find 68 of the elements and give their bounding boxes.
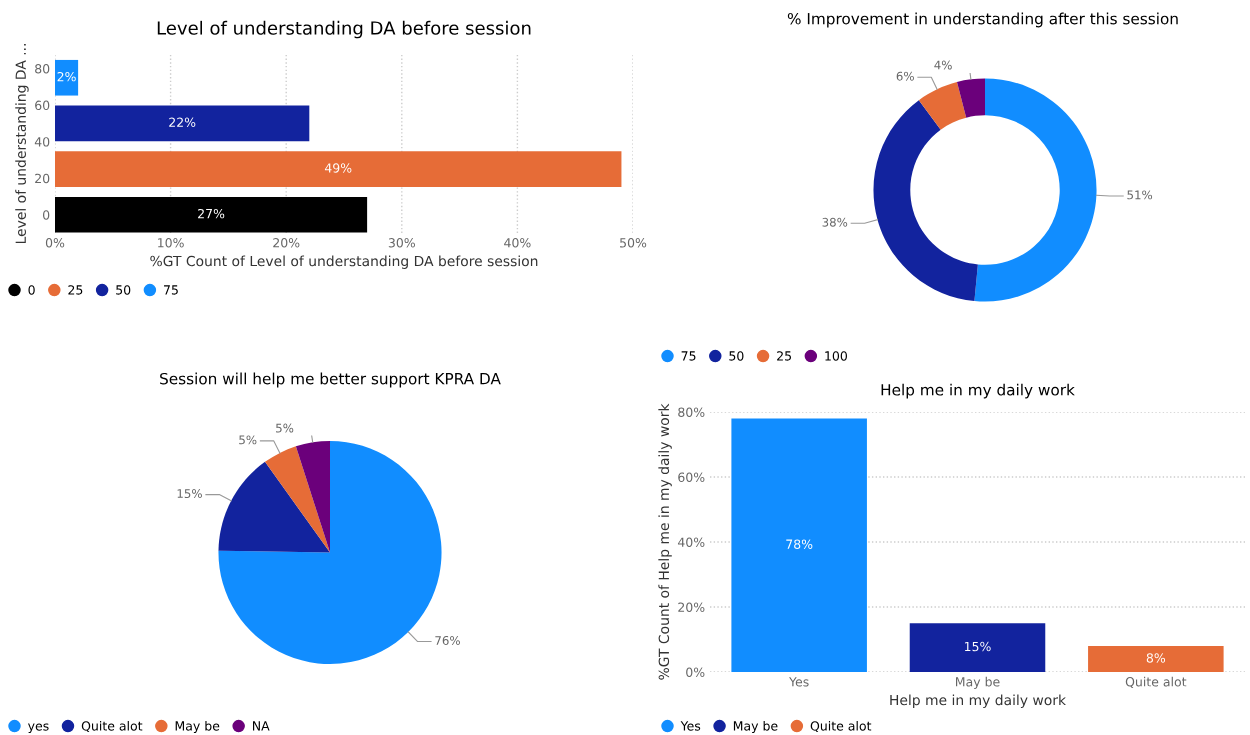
data-label: 5%	[276, 423, 294, 433]
legend-label: 75	[681, 351, 696, 361]
legend-label: Quite alot	[81, 720, 143, 733]
pie-slice	[218, 461, 330, 553]
legend-label: 25	[777, 351, 791, 361]
y-tick-label: 20	[35, 173, 50, 184]
data-label: 5%	[239, 435, 257, 445]
data-label: 2%	[57, 71, 76, 82]
y-tick-label: 20%	[678, 602, 705, 612]
y-tick-label: 60	[35, 100, 50, 111]
chart-title: Session will help me better support KPRA DA	[160, 372, 501, 388]
data-label: 8%	[1146, 653, 1166, 663]
data-label: 78%	[786, 539, 813, 549]
x-tick-label: 20%	[273, 238, 300, 248]
data-label: 4%	[934, 60, 952, 70]
data-label: 6%	[896, 71, 914, 81]
legend-label: NA	[253, 721, 270, 731]
legend-label: 50	[729, 351, 744, 361]
y-tick-label: 0%	[686, 667, 705, 677]
y-tick-label: 80%	[678, 407, 705, 417]
legend-label: yes	[28, 723, 49, 734]
donut-slice	[873, 100, 978, 302]
y-tick-label: 80	[35, 64, 50, 74]
donut-slice	[974, 78, 1097, 302]
y-tick-label: 40	[34, 137, 50, 147]
pie-slice	[265, 446, 330, 553]
legend-label: 50	[116, 285, 131, 295]
legend-label: 100	[825, 351, 847, 361]
legend-label: 25	[68, 285, 83, 295]
y-axis-title: %GT Count of Help me in my daily work	[658, 403, 672, 680]
data-label: 15%	[964, 641, 991, 652]
legend-label: May be	[733, 720, 778, 734]
data-label: 51%	[1127, 190, 1153, 200]
y-axis-title: Level of understanding DA ...	[15, 44, 29, 244]
chart-title: Help me in my daily work	[881, 383, 1075, 399]
x-tick-label: Quite alot	[1125, 676, 1187, 688]
data-label: 15%	[177, 489, 202, 498]
chart-title: Level of understanding DA before session	[157, 20, 531, 39]
bar	[55, 151, 622, 187]
donut-slice	[956, 78, 985, 118]
x-tick-label: 30%	[388, 238, 415, 248]
bar	[55, 196, 368, 233]
x-tick-label: 40%	[504, 238, 531, 248]
pie-slice	[295, 440, 330, 553]
bar	[55, 59, 79, 96]
legend-label: Yes	[680, 721, 701, 731]
bar	[55, 105, 310, 142]
data-label: 22%	[169, 117, 196, 128]
legend-label: Quite alot	[810, 720, 872, 733]
data-label: 76%	[435, 636, 460, 645]
x-tick-label: 50%	[620, 238, 647, 248]
x-axis-title: %GT Count of Level of understanding DA before session	[150, 255, 538, 269]
donut-slice	[918, 82, 967, 130]
y-tick-label: 40%	[677, 537, 705, 547]
x-tick-label: 0%	[45, 238, 65, 248]
data-label: 49%	[324, 163, 352, 173]
x-axis-title: Help me in my daily work	[890, 694, 1067, 708]
y-tick-label: 60%	[678, 472, 705, 482]
legend-label: 75	[164, 285, 178, 295]
legend-label: 0	[28, 285, 35, 295]
x-tick-label: May be	[956, 676, 1000, 689]
data-label: 27%	[198, 208, 225, 219]
x-tick-label: Yes	[789, 677, 809, 687]
data-label: 38%	[822, 217, 848, 227]
legend-label: May be	[175, 720, 220, 734]
chart-title: % Improvement in understanding after this session	[787, 12, 1178, 28]
y-tick-label: 0	[43, 210, 50, 220]
x-tick-label: 10%	[158, 238, 184, 248]
